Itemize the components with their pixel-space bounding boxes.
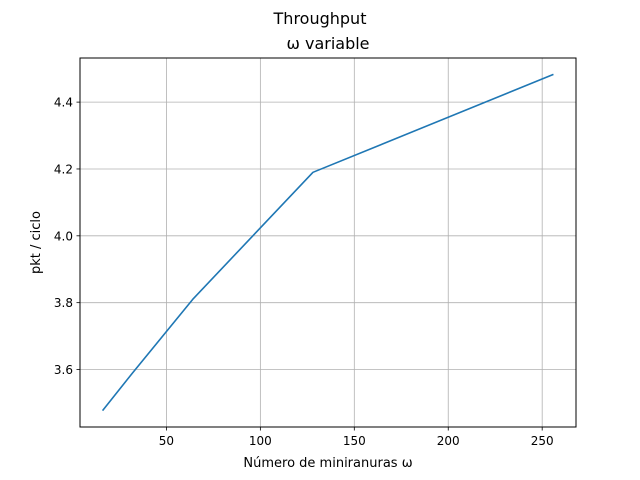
y-tick-label: 4.2 <box>54 162 73 176</box>
series <box>101 73 554 412</box>
grid <box>80 58 576 427</box>
chart-title: Throughput <box>273 9 367 28</box>
plot-frame <box>79 57 577 428</box>
x-tick-label: 250 <box>531 434 554 448</box>
series-line <box>101 73 554 412</box>
y-axis-label: pkt / ciclo <box>29 211 44 274</box>
y-tick-label: 4.0 <box>54 229 73 243</box>
y-tick-label: 4.4 <box>54 96 73 110</box>
x-tick-label: 150 <box>343 434 366 448</box>
x-tick-label: 200 <box>437 434 460 448</box>
chart-subtitle: ω variable <box>286 34 369 53</box>
x-tick-label: 100 <box>249 434 272 448</box>
y-axis: 3.6 3.8 4.0 4.2 4.4 <box>54 96 80 377</box>
y-tick-label: 3.6 <box>54 363 73 377</box>
x-tick-label: 50 <box>159 434 174 448</box>
x-axis-label: Número de miniranuras ω <box>243 456 412 471</box>
y-tick-label: 3.8 <box>54 296 73 310</box>
x-axis: 50 100 150 200 250 <box>159 427 554 448</box>
